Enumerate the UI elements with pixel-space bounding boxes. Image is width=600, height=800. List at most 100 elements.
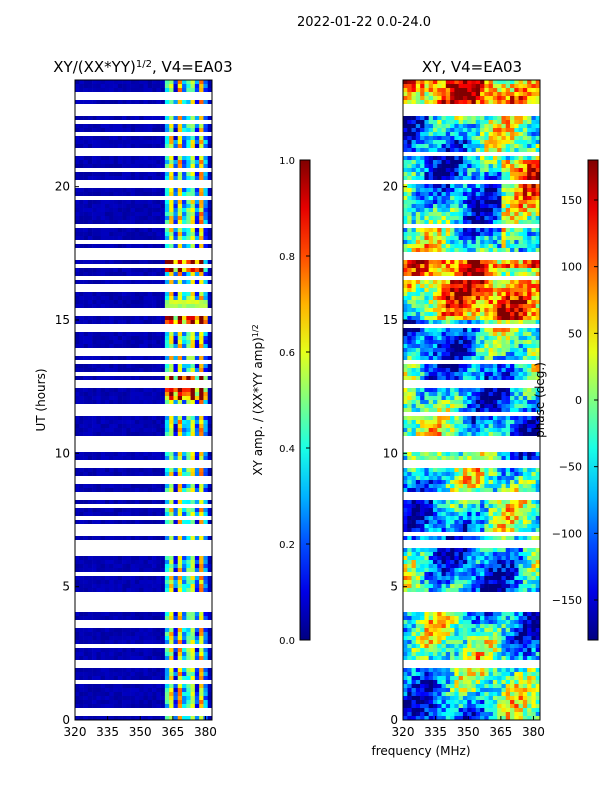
heatmap-cell: [173, 184, 179, 189]
heatmap-cell: [147, 384, 153, 389]
heatmap-cell: [152, 496, 157, 501]
heatmap-cell: [143, 408, 149, 413]
heatmap-cell: [194, 700, 200, 705]
heatmap-cell: [79, 472, 84, 477]
heatmap-cell: [126, 456, 131, 461]
heatmap-cell: [96, 408, 101, 413]
heatmap-cell: [134, 92, 140, 97]
heatmap-cell: [83, 276, 89, 281]
heatmap-cell: [182, 220, 187, 225]
heatmap-cell: [83, 344, 89, 349]
heatmap-cell: [177, 324, 183, 329]
heatmap-cell: [75, 396, 80, 401]
heatmap-cell: [117, 516, 123, 521]
heatmap-cell: [199, 308, 204, 313]
heatmap-cell: [190, 628, 196, 633]
heatmap-cell: [152, 616, 157, 621]
heatmap-cell: [92, 404, 97, 409]
heatmap-cell: [203, 180, 209, 185]
heatmap-cell: [130, 360, 136, 365]
heatmap-cell: [143, 224, 149, 229]
heatmap-cell: [143, 144, 149, 149]
heatmap-cell: [79, 664, 84, 669]
heatmap-cell: [169, 196, 174, 201]
heatmap-cell: [207, 364, 212, 369]
heatmap-cell: [96, 88, 101, 93]
heatmap-cell: [122, 140, 127, 145]
heatmap-cell: [122, 664, 127, 669]
heatmap-cell: [96, 524, 101, 529]
heatmap-cell: [126, 292, 131, 297]
heatmap-cell: [156, 88, 161, 93]
heatmap-cell: [186, 192, 191, 197]
heatmap-cell: [190, 584, 196, 589]
heatmap-cell: [126, 320, 131, 325]
heatmap-cell: [79, 584, 84, 589]
heatmap-cell: [130, 284, 136, 289]
heatmap-cell: [173, 616, 179, 621]
heatmap-cell: [147, 176, 153, 181]
heatmap-cell: [199, 604, 204, 609]
heatmap-cell: [83, 312, 89, 317]
heatmap-cell: [83, 200, 89, 205]
heatmap-cell: [177, 692, 183, 697]
heatmap-cell: [79, 320, 84, 325]
amplitude-title: XY/(XX*YY)1/2, V4=EA03: [53, 58, 232, 76]
heatmap-cell: [92, 376, 97, 381]
heatmap-cell: [194, 340, 200, 345]
heatmap-cell: [117, 396, 123, 401]
heatmap-cell: [134, 468, 140, 473]
heatmap-cell: [113, 128, 119, 133]
heatmap-cell: [113, 108, 119, 113]
heatmap-cell: [126, 580, 131, 585]
heatmap-cell: [122, 280, 127, 285]
heatmap-cell: [186, 612, 191, 617]
heatmap-cell: [117, 636, 123, 641]
heatmap-cell: [177, 196, 183, 201]
heatmap-cell: [75, 212, 80, 217]
heatmap-cell: [113, 456, 119, 461]
heatmap-cell: [96, 380, 101, 385]
heatmap-cell: [173, 228, 179, 233]
heatmap-cell: [164, 336, 170, 341]
heatmap-cell: [207, 128, 212, 133]
heatmap-cell: [164, 684, 170, 689]
heatmap-cell: [194, 180, 200, 185]
heatmap-cell: [79, 392, 84, 397]
heatmap-cell: [130, 604, 136, 609]
heatmap-cell: [164, 128, 170, 133]
heatmap-cell: [194, 200, 200, 205]
heatmap-cell: [203, 528, 209, 533]
heatmap-cell: [203, 92, 209, 97]
heatmap-cell: [203, 368, 209, 373]
heatmap-cell: [160, 244, 166, 249]
heatmap-cell: [83, 120, 89, 125]
heatmap-cell: [96, 584, 101, 589]
heatmap-cell: [169, 280, 174, 285]
heatmap-cell: [160, 664, 166, 669]
heatmap-cell: [182, 664, 187, 669]
heatmap-cell: [186, 464, 191, 469]
heatmap-cell: [177, 180, 183, 185]
heatmap-cell: [87, 648, 93, 653]
heatmap-cell: [92, 464, 97, 469]
heatmap-cell: [126, 132, 131, 137]
heatmap-cell: [126, 604, 131, 609]
heatmap-cell: [186, 536, 191, 541]
heatmap-cell: [100, 192, 106, 197]
heatmap-cell: [164, 160, 170, 165]
heatmap-cell: [207, 140, 212, 145]
heatmap-cell: [117, 652, 123, 657]
heatmap-cell: [173, 420, 179, 425]
heatmap-cell: [104, 600, 110, 605]
heatmap-cell: [156, 488, 161, 493]
heatmap-cell: [134, 404, 140, 409]
heatmap-cell: [75, 384, 80, 389]
heatmap-cell: [186, 564, 191, 569]
heatmap-cell: [117, 84, 123, 89]
heatmap-cell: [130, 224, 136, 229]
heatmap-cell: [143, 236, 149, 241]
heatmap-cell: [152, 692, 157, 697]
heatmap-cell: [104, 272, 110, 277]
heatmap-cell: [147, 88, 153, 93]
